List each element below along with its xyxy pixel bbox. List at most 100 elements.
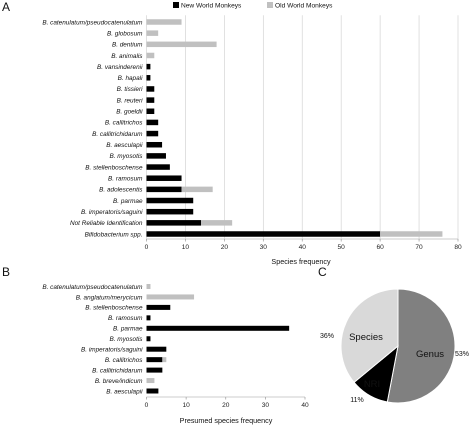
category-label-not-reliable-identification: Not Reliable Identification — [70, 220, 143, 227]
bar-b-ramosum-new-world-monkeys — [146, 315, 151, 321]
category-label-b-imperatoris-saguini: B. imperatoris/saguini — [81, 209, 143, 216]
pie-label-genus: Genus — [416, 349, 444, 360]
chart-a-x-ticks: 0 10 20 30 40 50 60 70 80 — [145, 238, 462, 251]
category-label-b-myosotis: B. myosotis — [109, 336, 143, 343]
pie-pct-genus: 53% — [455, 351, 469, 358]
bar-b-ramosum-new-world-monkeys — [146, 175, 182, 181]
bar-b-globosum-old-world-monkeys — [146, 30, 159, 36]
category-label-b-goeldii: B. goeldii — [116, 109, 143, 116]
pie-pct-species: 36% — [320, 333, 334, 340]
category-label-b-imperatoris-saguini: B. imperatoris/saguini — [81, 347, 143, 354]
x-tick-label-50: 50 — [338, 244, 346, 251]
chart-a-x-axis-label: Species frequency — [271, 257, 331, 266]
bar-bifidobacterium-spp-new-world-monkeys — [146, 231, 381, 237]
category-label-b-myosotis: B. myosotis — [109, 153, 143, 160]
bar-b-callitrichos-new-world-monkeys — [146, 357, 163, 363]
category-label-b-vansinderenii: B. vansinderenii — [97, 64, 143, 71]
x-tick-label-0: 0 — [145, 402, 149, 409]
chart-b-category-labels: B. catenulatum/pseudocatenulatum B. angla… — [42, 284, 143, 396]
bar-b-callitrichos-old-world-monkeys — [162, 357, 167, 363]
category-label-b-parmae: B. parmae — [113, 326, 143, 333]
bar-b-anglatum-merycicum-old-world-monkeys — [146, 294, 195, 300]
category-label-b-parmae: B. parmae — [113, 198, 143, 205]
pie-pct-nri: 11% — [350, 397, 364, 404]
category-label-b-globosum: B. globosum — [107, 30, 143, 37]
chart-b-x-axis-label: Presumed species frequency — [180, 416, 273, 425]
bar-b-myosotis-new-world-monkeys — [146, 336, 151, 342]
bar-b-imperatoris-saguini-new-world-monkeys — [146, 208, 194, 215]
category-label-b-catenulatum-pseudocatenulatum: B. catenulatum/pseudocatenulatum — [42, 284, 143, 291]
category-label-b-reuteri: B. reuteri — [117, 97, 144, 104]
bar-b-tissieri-new-world-monkeys — [146, 86, 155, 92]
x-tick-label-0: 0 — [145, 244, 149, 251]
category-label-b-catenulatum-pseudocatenulatum: B. catenulatum/pseudocatenulatum — [42, 19, 143, 26]
category-label-b-tissieri: B. tissieri — [117, 86, 144, 93]
bar-b-catenulatum-pseudocatenulatum-old-world-monkeys — [146, 284, 151, 289]
category-label-b-stellenboschense: B. stellenboschense — [85, 305, 143, 312]
bar-b-reuteri-new-world-monkeys — [146, 97, 155, 103]
category-label-b-dentium: B. dentium — [112, 42, 143, 49]
category-label-bifidobacterium-spp: Bifidobacterium spp. — [85, 231, 143, 238]
panel-label-a: A — [2, 0, 10, 14]
category-label-b-breve-indicum: B. breve/indicum — [95, 378, 143, 385]
bar-b-imperatoris-saguini-new-world-monkeys — [146, 346, 167, 352]
chart-a-category-labels: B. catenulatum/pseudocatenulatum B. globo… — [42, 19, 143, 238]
bar-b-parmae-new-world-monkeys — [146, 325, 290, 331]
legend-swatch-nwm — [173, 2, 179, 8]
bar-b-parmae-new-world-monkeys — [146, 197, 194, 204]
bar-b-dentium-old-world-monkeys — [146, 41, 217, 48]
category-label-b-anglatum-merycicum: B. anglatum/merycicum — [76, 294, 143, 301]
category-label-b-adolescentis: B. adolescentis — [99, 187, 143, 194]
legend-label-nwm: New World Monkeys — [181, 3, 242, 10]
category-label-b-callitrichos: B. callitrichos — [105, 120, 143, 127]
x-tick-label-40: 40 — [301, 402, 309, 409]
category-label-b-hapali: B. hapali — [118, 75, 143, 82]
bar-b-stellenboschense-new-world-monkeys — [146, 304, 171, 310]
category-label-b-aesculapii: B. aesculapii — [106, 142, 143, 149]
x-tick-label-30: 30 — [260, 244, 268, 251]
x-tick-label-20: 20 — [221, 244, 229, 251]
category-label-b-aesculapii: B. aesculapii — [106, 388, 143, 395]
category-label-b-stellenboschense: B. stellenboschense — [85, 164, 143, 171]
bar-b-callitrichidarum-new-world-monkeys — [146, 367, 163, 373]
category-label-b-callitrichos: B. callitrichos — [105, 357, 143, 364]
chart-a-legend: New World Monkeys Old World Monkeys — [173, 2, 333, 10]
chart-b-x-ticks: 0 10 20 30 40 — [145, 396, 309, 409]
chart-a-gridlines — [146, 15, 459, 240]
bar-b-aesculapii-new-world-monkeys — [146, 388, 159, 394]
pie-slice-species — [340, 288, 399, 384]
bar-b-stellenboschense-new-world-monkeys — [146, 164, 170, 170]
x-tick-label-70: 70 — [415, 244, 423, 251]
x-tick-label-40: 40 — [299, 244, 307, 251]
bar-b-adolescentis-new-world-monkeys — [146, 186, 182, 193]
x-tick-label-10: 10 — [182, 402, 190, 409]
x-tick-label-60: 60 — [376, 244, 384, 251]
bar-b-breve-indicum-old-world-monkeys — [146, 378, 155, 384]
bar-not-reliable-identification-old-world-monkeys — [201, 220, 233, 226]
bar-b-callitrichidarum-new-world-monkeys — [146, 130, 159, 137]
bar-bifidobacterium-spp-old-world-monkeys — [380, 231, 443, 237]
chart-a-bars — [146, 19, 443, 237]
category-label-b-animalis: B. animalis — [111, 53, 143, 60]
bar-b-aesculapii-new-world-monkeys — [146, 141, 163, 148]
panel-label-c: C — [318, 265, 327, 279]
bar-b-callitrichos-new-world-monkeys — [146, 119, 159, 126]
x-tick-label-80: 80 — [454, 244, 462, 251]
pie-label-species: Species — [349, 332, 383, 343]
legend-label-owm: Old World Monkeys — [275, 3, 333, 10]
bar-b-adolescentis-old-world-monkeys — [181, 186, 213, 193]
bar-b-vansinderenii-new-world-monkeys — [146, 63, 151, 70]
category-label-b-callitrichidarum: B. callitrichidarum — [92, 131, 143, 138]
category-label-b-callitrichidarum: B. callitrichidarum — [92, 367, 143, 374]
pie-label-nri: NRI — [364, 379, 380, 390]
x-tick-label-30: 30 — [262, 402, 270, 409]
category-label-b-ramosum: B. ramosum — [108, 176, 143, 183]
category-label-b-ramosum: B. ramosum — [108, 315, 143, 322]
bar-not-reliable-identification-new-world-monkeys — [146, 220, 202, 226]
bar-b-goeldii-new-world-monkeys — [146, 108, 155, 115]
bar-b-catenulatum-pseudocatenulatum-old-world-monkeys — [146, 19, 182, 25]
chart-b-bars — [146, 284, 290, 394]
x-tick-label-20: 20 — [222, 402, 230, 409]
bar-b-myosotis-new-world-monkeys — [146, 153, 166, 159]
